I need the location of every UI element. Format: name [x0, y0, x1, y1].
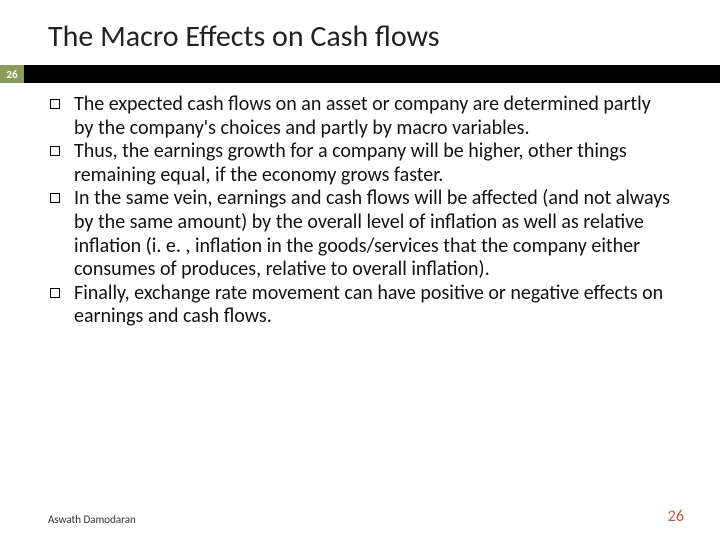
badge-bar: 26 [0, 65, 720, 83]
list-item: In the same vein, earnings and cash flow… [50, 187, 674, 281]
bullet-text: The expected cash flows on an asset or c… [74, 93, 674, 140]
bullet-list: The expected cash flows on an asset or c… [50, 93, 674, 329]
bullet-text: Thus, the earnings growth for a company … [74, 140, 674, 187]
list-item: Finally, exchange rate movement can have… [50, 282, 674, 329]
footer: Aswath Damodaran 26 [48, 507, 684, 526]
title-area: The Macro Effects on Cash flows [0, 0, 720, 63]
bullet-text: Finally, exchange rate movement can have… [74, 282, 674, 329]
bullet-icon [50, 288, 60, 298]
divider-bar [24, 65, 720, 83]
content-area: The expected cash flows on an asset or c… [0, 83, 720, 540]
slide: The Macro Effects on Cash flows 26 The e… [0, 0, 720, 540]
slide-number-badge: 26 [0, 65, 24, 83]
list-item: Thus, the earnings growth for a company … [50, 140, 674, 187]
page-number: 26 [668, 507, 684, 526]
list-item: The expected cash flows on an asset or c… [50, 93, 674, 140]
bullet-text: In the same vein, earnings and cash flow… [74, 187, 674, 281]
bullet-icon [50, 99, 60, 109]
slide-title: The Macro Effects on Cash flows [48, 18, 680, 55]
author-label: Aswath Damodaran [48, 513, 136, 526]
bullet-icon [50, 193, 60, 203]
bullet-icon [50, 146, 60, 156]
